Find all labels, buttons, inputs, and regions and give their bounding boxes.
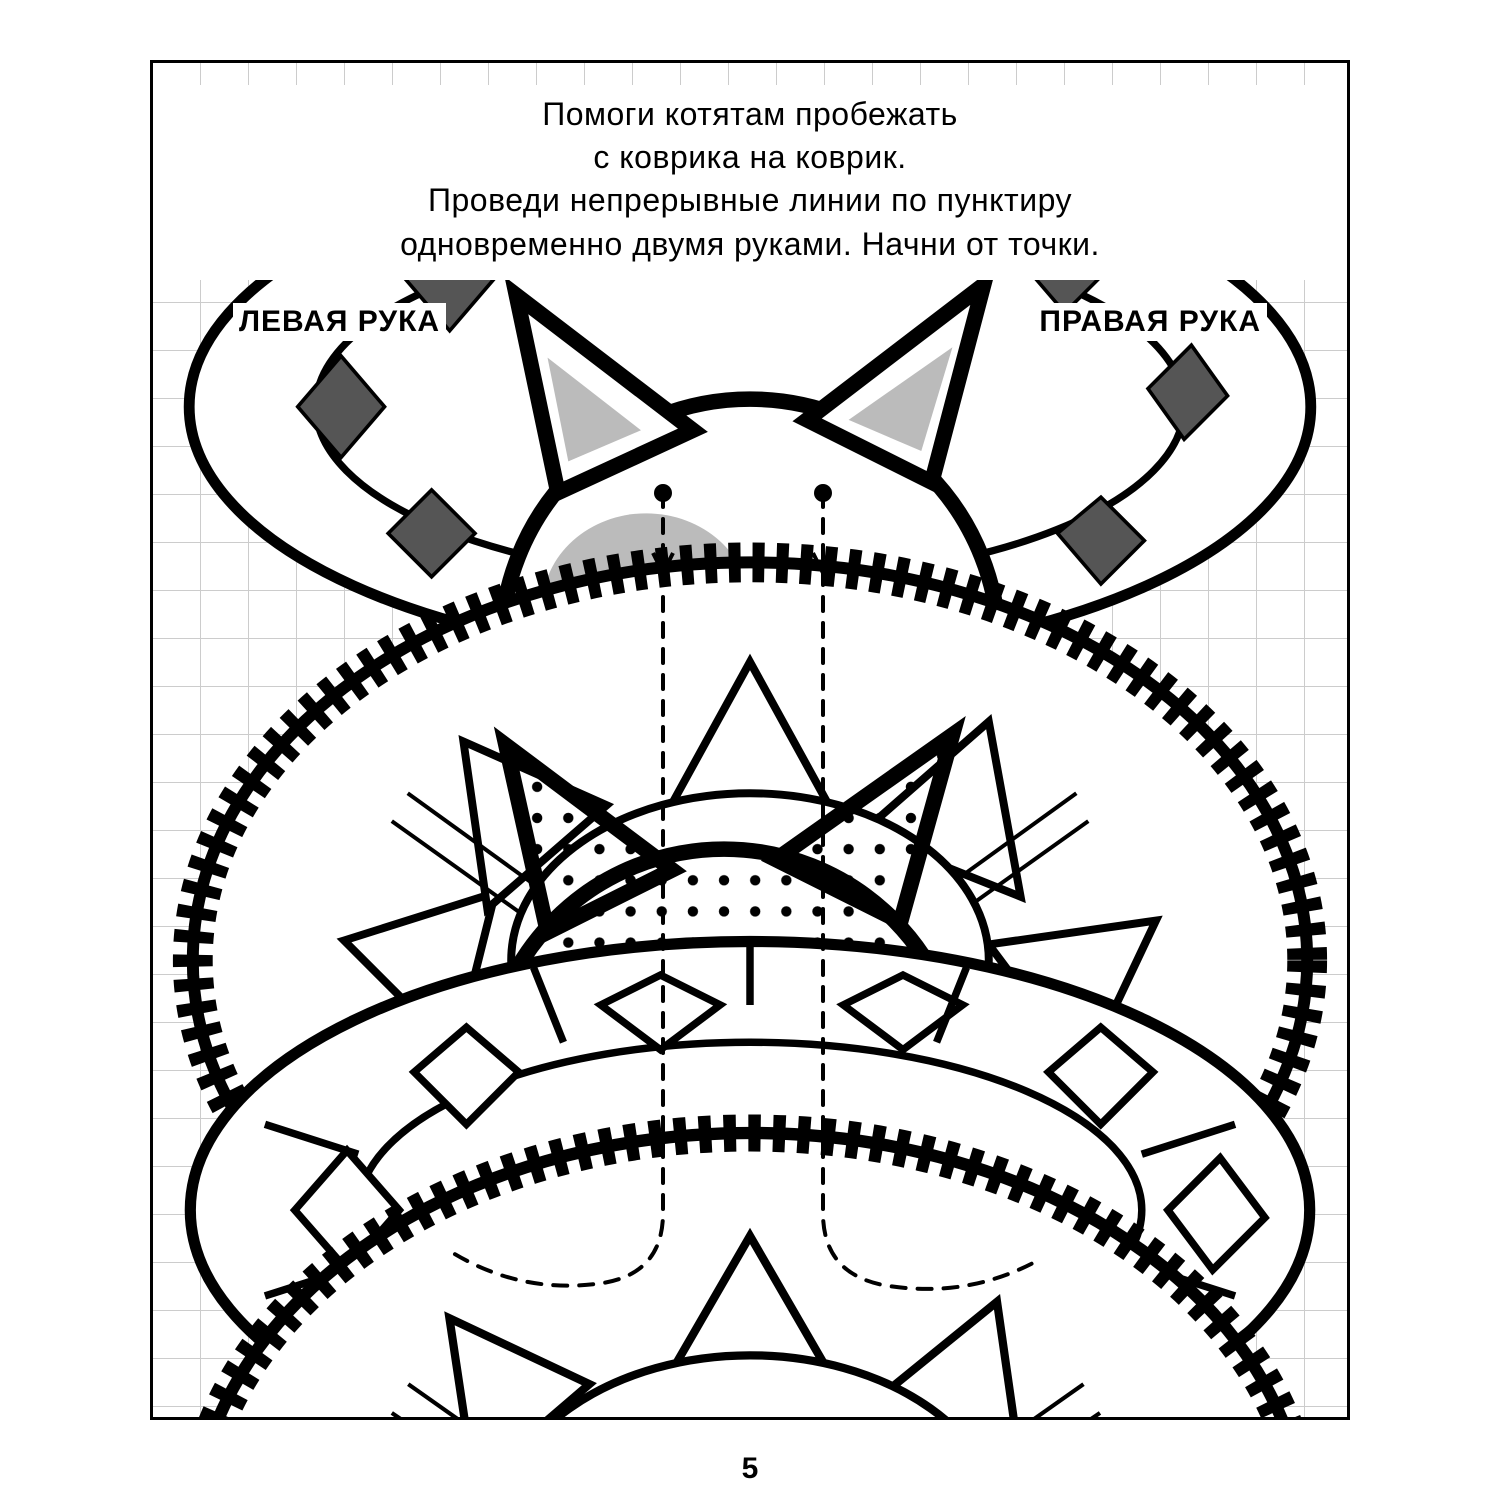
instruction-line: с коврика на коврик. bbox=[593, 139, 906, 175]
right-hand-label: ПРАВАЯ РУКА bbox=[1033, 303, 1267, 341]
right-trace-line[interactable] bbox=[823, 493, 1033, 1289]
page-number: 5 bbox=[0, 1452, 1500, 1486]
instruction-line: Помоги котятам пробежать bbox=[542, 96, 958, 132]
instruction-line: Проведи непрерывные линии по пунктиру bbox=[428, 182, 1072, 218]
left-hand-label: ЛЕВАЯ РУКА bbox=[233, 303, 446, 341]
left-trace-line[interactable] bbox=[453, 493, 663, 1286]
instructions-block: Помоги котятам пробежать с коврика на ко… bbox=[153, 85, 1347, 280]
instruction-line: одновременно двумя руками. Начни от точк… bbox=[400, 226, 1100, 262]
worksheet-sheet: Помоги котятам пробежать с коврика на ко… bbox=[150, 60, 1350, 1420]
